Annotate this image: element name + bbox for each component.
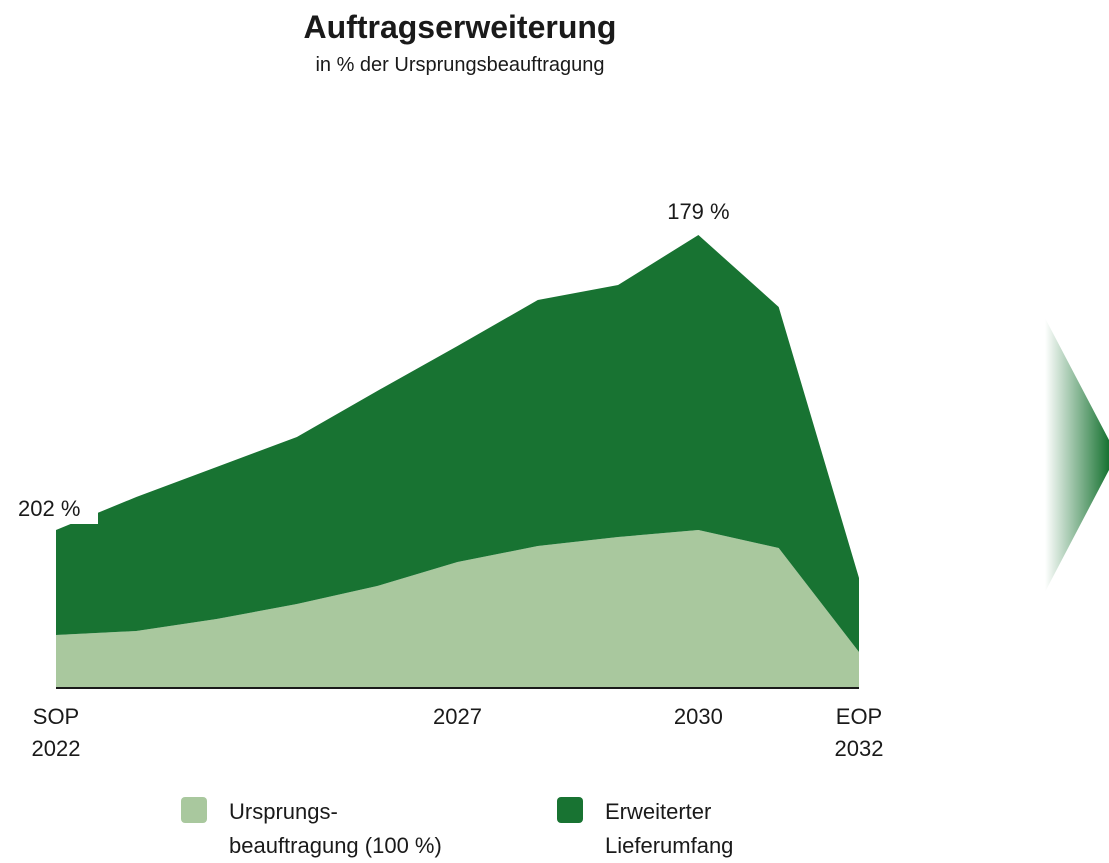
area	[56, 530, 859, 688]
x-tick-label-line: 2022	[32, 736, 81, 761]
legend-label-line: beauftragung (100 %)	[229, 833, 442, 858]
legend-label: Ursprungs-beauftragung (100 %)	[229, 799, 442, 858]
annotation: 202 %	[18, 496, 80, 521]
legend-label-line: Lieferumfang	[605, 833, 733, 858]
legend-label-line: Ursprungs-	[229, 799, 338, 824]
legend-swatch	[181, 797, 207, 823]
x-tick-label-line: SOP	[33, 704, 79, 729]
annotation: 179 %	[667, 199, 729, 224]
x-tick-label: SOP 2022	[32, 704, 81, 761]
x-tick-label: 2027	[433, 704, 482, 729]
chart-subtitle: in % der Ursprungsbeauftragung	[315, 54, 604, 76]
arrow-shape	[1045, 318, 1109, 592]
annotation-bg	[16, 496, 98, 524]
legend-label-line: Erweiterter	[605, 799, 711, 824]
chart-title: Auftragserweiterung	[304, 9, 617, 45]
x-tick-label-line: EOP	[836, 704, 882, 729]
x-tick-label: 2030	[674, 704, 723, 729]
x-tick-label-line: 2032	[835, 736, 884, 761]
x-tick-label: EOP 2032	[835, 704, 884, 761]
legend-label: Erweiterter Lieferumfang	[605, 799, 733, 858]
area	[56, 235, 859, 652]
legend-swatch	[557, 797, 583, 823]
